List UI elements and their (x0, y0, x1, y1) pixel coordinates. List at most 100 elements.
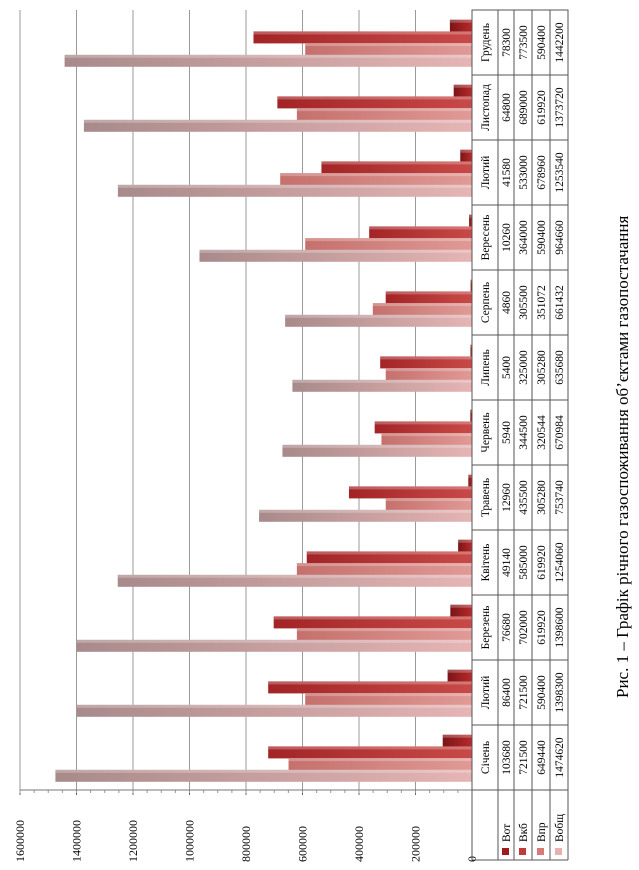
data-label: 590400 (536, 675, 548, 710)
bar-Вобщ-1 (76, 704, 472, 717)
bar-Вот-0 (442, 734, 472, 747)
bar-highlight (280, 173, 472, 177)
bar-highlight (460, 149, 472, 153)
data-label: 585000 (518, 545, 530, 580)
bar-Вобщ-9 (117, 184, 473, 197)
bar-highlight (288, 758, 472, 762)
data-label: 364000 (518, 220, 530, 255)
data-label: 1253540 (554, 152, 566, 193)
bar-Вкб-4 (348, 486, 472, 499)
data-label: 1373720 (554, 87, 566, 128)
data-label: 4860 (501, 291, 513, 314)
bar-Вкб-3 (306, 551, 472, 564)
bar-highlight (76, 704, 472, 708)
legend-label: Вот (501, 824, 513, 842)
data-label: 344500 (518, 415, 530, 450)
data-label: 1398600 (554, 607, 566, 648)
data-label: 320544 (536, 415, 548, 450)
data-label: 76680 (501, 613, 513, 642)
data-label: 590400 (536, 25, 548, 60)
data-label: 5940 (501, 421, 513, 444)
bar-Впр-1 (305, 693, 472, 706)
y-tick-label: 600000 (296, 826, 310, 862)
bar-highlight (374, 421, 472, 425)
bar-Впр-9 (280, 173, 472, 186)
bar-highlight (321, 161, 472, 165)
bar-highlight (449, 19, 472, 23)
bar-Вобщ-10 (83, 119, 472, 132)
data-label: 351072 (536, 285, 548, 320)
y-tick-label: 1000000 (183, 820, 197, 862)
legend-swatch (555, 848, 562, 855)
bar-Впр-11 (305, 43, 472, 56)
bar-Вобщ-3 (117, 574, 472, 587)
bar-highlight (259, 509, 472, 513)
bar-highlight (305, 238, 472, 242)
bar-highlight (117, 184, 473, 188)
legend-swatch (519, 848, 526, 855)
bar-highlight (55, 769, 472, 773)
x-tick-label: Грудень (480, 23, 492, 62)
bar-Вобщ-11 (64, 54, 473, 67)
bar-highlight (253, 31, 472, 35)
data-label: 619920 (536, 610, 548, 645)
bar-Вобщ-0 (55, 769, 472, 782)
bar-highlight (369, 226, 472, 230)
bar-highlight (447, 669, 472, 673)
bar-highlight (296, 563, 472, 567)
bar-Вот-1 (447, 669, 472, 682)
gridlines (19, 10, 473, 790)
bar-Вот-2 (450, 604, 472, 617)
bar-Вобщ-6 (292, 379, 472, 392)
x-tick-label: Липень (480, 349, 492, 386)
bar-highlight (268, 681, 472, 685)
bars (55, 19, 473, 782)
bar-Вкб-10 (277, 96, 472, 109)
bar-highlight (470, 409, 472, 413)
bar-highlight (453, 84, 472, 88)
bar-highlight (199, 249, 472, 253)
bar-Вот-10 (453, 84, 472, 97)
bar-highlight (296, 108, 472, 112)
data-label: 325000 (518, 350, 530, 385)
bar-highlight (385, 498, 472, 502)
x-tick-label: Травень (480, 478, 492, 517)
x-tick-label: Березень (480, 606, 492, 650)
bar-Вот-7 (470, 279, 472, 292)
data-label: 773500 (518, 25, 530, 60)
data-label: 435500 (518, 480, 530, 515)
bar-highlight (469, 214, 472, 218)
bar-Вот-6 (470, 344, 472, 357)
bar-highlight (380, 356, 472, 360)
bar-Вобщ-5 (282, 444, 472, 457)
data-label: 533000 (518, 155, 530, 190)
data-label: 964660 (554, 220, 566, 255)
data-label: 86400 (501, 678, 513, 707)
x-tick-label: Серпень (480, 282, 492, 323)
bar-Вкб-2 (273, 616, 472, 629)
y-tick-label: 200000 (409, 826, 423, 862)
bar-highlight (277, 96, 472, 100)
bar-highlight (285, 314, 472, 318)
data-label: 305280 (536, 480, 548, 515)
data-label: 1398300 (554, 672, 566, 713)
data-label: 721500 (518, 740, 530, 775)
bar-Впр-3 (296, 563, 472, 576)
bar-highlight (372, 303, 472, 307)
y-tick-label: 1600000 (13, 820, 27, 862)
data-label: 41580 (501, 158, 513, 187)
bar-Вкб-7 (385, 291, 472, 304)
x-tick-label: Червень (480, 412, 492, 452)
data-label: 590400 (536, 220, 548, 255)
bar-Вот-11 (449, 19, 472, 32)
bar-Вобщ-4 (259, 509, 472, 522)
bar-Вкб-0 (268, 746, 472, 759)
data-label: 12960 (501, 483, 513, 512)
data-label: 49140 (501, 548, 513, 577)
x-tick-label: Листопад (480, 84, 492, 131)
data-label: 721500 (518, 675, 530, 710)
data-label: 635680 (554, 350, 566, 385)
bar-highlight (282, 444, 472, 448)
bar-Вкб-6 (380, 356, 472, 369)
bar-Вот-5 (470, 409, 472, 422)
